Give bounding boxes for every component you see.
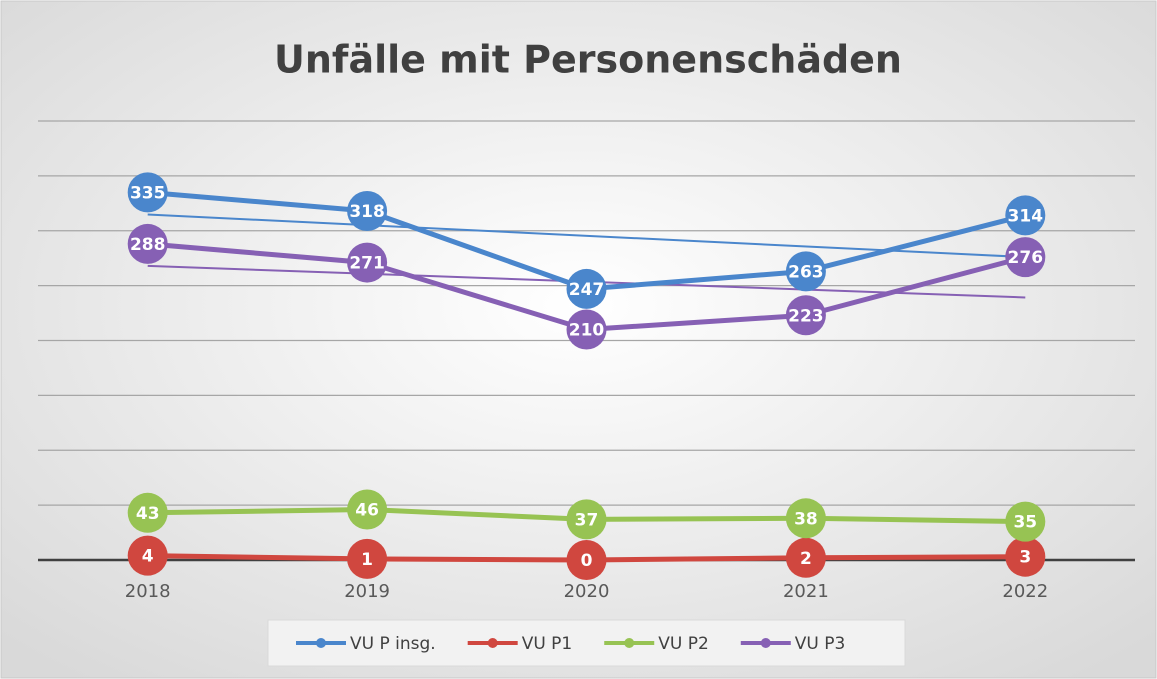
data-point xyxy=(1005,536,1046,577)
data-label: 2 xyxy=(800,549,812,569)
chart-title: Unfälle mit Personenschäden xyxy=(274,38,902,82)
legend-marker xyxy=(624,638,635,648)
data-label: 46 xyxy=(355,501,379,521)
data-label: 318 xyxy=(349,202,385,222)
legend-label: VU P3 xyxy=(795,634,846,654)
data-point xyxy=(1005,195,1046,236)
legend-label: VU P insg. xyxy=(350,634,436,654)
data-label: 335 xyxy=(130,183,166,203)
data-point xyxy=(566,268,607,309)
data-point xyxy=(127,492,168,533)
x-tick-label: 2021 xyxy=(783,581,829,602)
x-tick-label: 2022 xyxy=(1002,581,1048,602)
data-label: 3 xyxy=(1019,548,1031,568)
data-point xyxy=(785,295,826,336)
legend-marker xyxy=(760,638,771,648)
trend-line xyxy=(147,213,1026,259)
data-point xyxy=(127,535,168,576)
x-tick-label: 2019 xyxy=(344,581,390,602)
data-point xyxy=(1005,237,1046,278)
data-label: 263 xyxy=(788,262,824,282)
data-label: 1 xyxy=(361,550,373,570)
legend-label: VU P2 xyxy=(658,634,709,654)
legend-marker xyxy=(487,638,498,648)
data-label: 35 xyxy=(1013,513,1037,533)
data-label: 271 xyxy=(349,254,385,274)
data-label: 0 xyxy=(581,551,593,571)
data-point xyxy=(785,251,826,292)
data-label: 4 xyxy=(142,547,154,567)
data-point xyxy=(347,538,388,579)
data-label: 314 xyxy=(1008,206,1044,226)
data-point xyxy=(1005,501,1046,542)
data-point xyxy=(566,499,607,540)
data-point xyxy=(127,223,168,264)
legend xyxy=(267,619,906,667)
data-point xyxy=(347,190,388,231)
legend-label: VU P1 xyxy=(522,634,573,654)
data-point xyxy=(347,489,388,530)
x-tick-label: 2018 xyxy=(125,581,171,602)
data-label: 276 xyxy=(1008,248,1044,268)
data-label: 43 xyxy=(136,504,160,524)
data-label: 223 xyxy=(788,306,824,326)
data-label: 288 xyxy=(130,235,166,255)
legend-marker xyxy=(316,638,326,648)
data-point xyxy=(566,540,607,580)
data-label: 210 xyxy=(569,321,605,341)
data-point xyxy=(127,172,168,213)
x-tick-label: 2020 xyxy=(564,581,610,602)
data-label: 37 xyxy=(575,510,599,530)
data-point xyxy=(566,309,607,350)
data-point xyxy=(347,242,388,283)
data-point xyxy=(785,537,826,578)
data-point xyxy=(785,498,826,539)
data-label: 38 xyxy=(794,509,818,529)
data-label: 247 xyxy=(569,280,605,300)
